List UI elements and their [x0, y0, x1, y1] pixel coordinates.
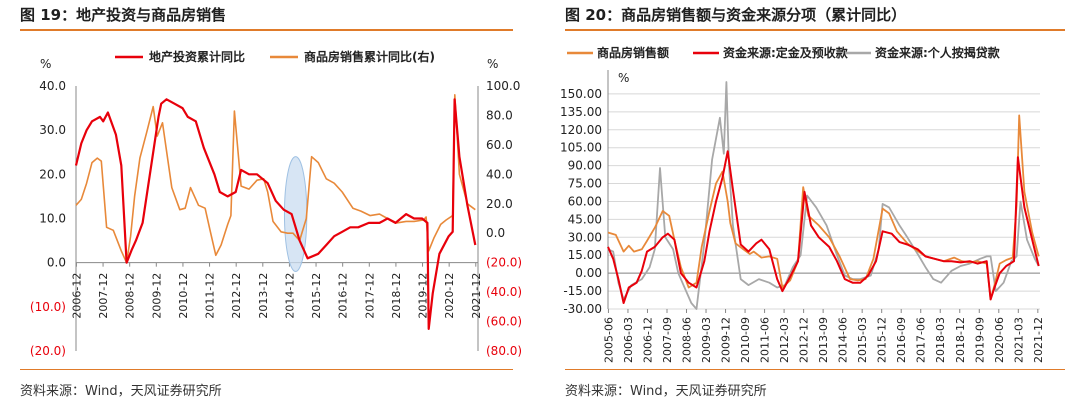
x-tick-label: 2007-12 [97, 273, 110, 319]
left-chart-title: 图 19：地产投资与商品房销售 [20, 6, 227, 24]
x-tick-label: 2005-06 [602, 317, 615, 363]
left-chart-panel: 图 19：地产投资与商品房销售 %% 40.0 30.0 20.0 10.0 0.0 (10… [0, 0, 530, 408]
y-left-tick-label: 40.0 [39, 79, 66, 93]
y-left-tick-label: (10.0) [30, 300, 66, 314]
x-tick-label: 2013-09 [817, 317, 830, 363]
y-tick-label: 0.00 [575, 266, 602, 280]
legend-label: 商品房销售累计同比(右) [304, 49, 435, 64]
axis-unit: % [618, 71, 629, 85]
x-tick-label: 2016-12 [337, 273, 350, 319]
x-tick-label: 2010-12 [177, 273, 190, 319]
y-left-tick-label: 20.0 [39, 167, 66, 181]
left-bottom-rule [20, 369, 513, 370]
x-tick-label: 2015-12 [876, 317, 889, 363]
x-tick-label: 2017-06 [915, 317, 928, 363]
x-tick-label: 2018-03 [934, 317, 947, 363]
y-tick-label: 15.00 [568, 248, 602, 262]
x-tick-label: 2007-09 [661, 317, 674, 363]
y-right-tick-label: 20.0 [486, 197, 513, 211]
x-tick-label: 2021-12 [470, 273, 483, 319]
y-left-tick-label: 30.0 [39, 123, 66, 137]
x-tick-label: 2008-12 [124, 273, 137, 319]
right-axis-unit: % [487, 57, 498, 71]
right-bottom-rule [565, 369, 1065, 370]
left-chart-svg: % % 40.0 30.0 20.0 10.0 0.0 (10.0) (20.0) 100.0 80… [30, 49, 522, 358]
x-tick-label: 2018-12 [954, 317, 967, 363]
x-tick-label: 2017-12 [363, 273, 376, 319]
x-tick-label: 2010-09 [739, 317, 752, 363]
x-tick-label: 2014-06 [837, 317, 850, 363]
right-title-rule [565, 29, 1065, 31]
y-right-tick-label: (60.0) [486, 315, 522, 329]
y-left-tick-label: 10.0 [39, 212, 66, 226]
x-tick-label: 2006-12 [641, 317, 654, 363]
x-tick-label: 2015-12 [310, 273, 323, 319]
x-tick-label: 2012-03 [778, 317, 791, 363]
y-tick-label: 30.00 [568, 230, 602, 244]
y-tick-label: 75.00 [568, 177, 602, 191]
x-tick-label: 2009-03 [700, 317, 713, 363]
y-right-tick-label: 40.0 [486, 167, 513, 181]
y-tick-label: 150.00 [560, 87, 602, 101]
y-tick-label: -15.00 [563, 284, 602, 298]
legend-label: 地产投资累计同比 [149, 49, 245, 64]
legend-label: 资金来源:定金及预收款 [723, 45, 849, 60]
x-tick-label: 2006-03 [622, 317, 635, 363]
y-left-tick-label: (20.0) [30, 344, 66, 358]
highlight-ellipse [283, 156, 308, 272]
x-tick-label: 2012-12 [230, 273, 243, 319]
right-chart-svg: 150.00 135.00 120.00 105.00 90.00 75.00 60.00 4… [560, 45, 1045, 363]
x-tick-label: 2013-12 [257, 273, 270, 319]
y-right-tick-label: (20.0) [486, 256, 522, 270]
x-tick-label: 2015-03 [856, 317, 869, 363]
y-tick-label: 135.00 [560, 105, 602, 119]
series-line-sales [75, 93, 476, 264]
y-tick-label: -30.00 [563, 302, 602, 316]
y-tick-label: 60.00 [568, 194, 602, 208]
x-tick-label: 2018-12 [390, 273, 403, 319]
left-axis-unit: % [40, 57, 51, 71]
y-right-tick-label: (40.0) [486, 285, 522, 299]
x-tick-label: 2021-03 [1012, 317, 1025, 363]
y-left-tick-label: 0.0 [47, 256, 66, 270]
y-right-tick-label: 60.0 [486, 138, 513, 152]
x-tick-label: 2011-06 [759, 317, 772, 363]
series-line-sales [607, 114, 1040, 301]
x-tick-label: 2020-06 [993, 317, 1006, 363]
x-tick-label: 2009-12 [150, 273, 163, 319]
x-tick-label: 2008-06 [681, 317, 694, 363]
y-right-tick-label: 0.0 [486, 226, 505, 240]
x-tick-label: 2012-12 [798, 317, 811, 363]
y-right-tick-label: 100.0 [486, 79, 520, 93]
y-tick-label: 105.00 [560, 141, 602, 155]
x-tick-label: 2021-12 [1032, 317, 1045, 363]
right-chart-title: 图 20：商品房销售额与资金来源分项（累计同比） [565, 6, 907, 24]
left-source-note: 资料来源：Wind，天风证券研究所 [20, 384, 222, 399]
right-chart-panel: 图 20：商品房销售额与资金来源分项（累计同比） 150.00 135.00 120… [545, 0, 1080, 408]
x-tick-label: 2016-09 [895, 317, 908, 363]
x-tick-label: 2011-12 [204, 273, 217, 319]
x-tick-label: 2019-09 [973, 317, 986, 363]
x-tick-label: 2019-12 [417, 273, 430, 319]
legend-label: 商品房销售额 [597, 45, 669, 60]
series-line-investment [74, 98, 477, 330]
x-tick-label: 2006-12 [70, 273, 83, 319]
x-tick-label: 2014-12 [283, 273, 296, 319]
x-tick-label: 2009-12 [720, 317, 733, 363]
y-tick-label: 120.00 [560, 123, 602, 137]
y-right-tick-label: 80.0 [486, 108, 513, 122]
legend-label: 资金来源:个人按揭贷款 [875, 45, 1001, 60]
left-title-rule [20, 29, 513, 31]
y-tick-label: 45.00 [568, 212, 602, 226]
series-line-mortgage [607, 81, 1040, 310]
series-line-deposits [607, 150, 1040, 304]
y-tick-label: 90.00 [568, 159, 602, 173]
x-tick-label: 2020-12 [443, 273, 456, 319]
right-source-note: 资料来源：Wind，天风证券研究所 [565, 384, 767, 399]
y-right-tick-label: (80.0) [486, 344, 522, 358]
